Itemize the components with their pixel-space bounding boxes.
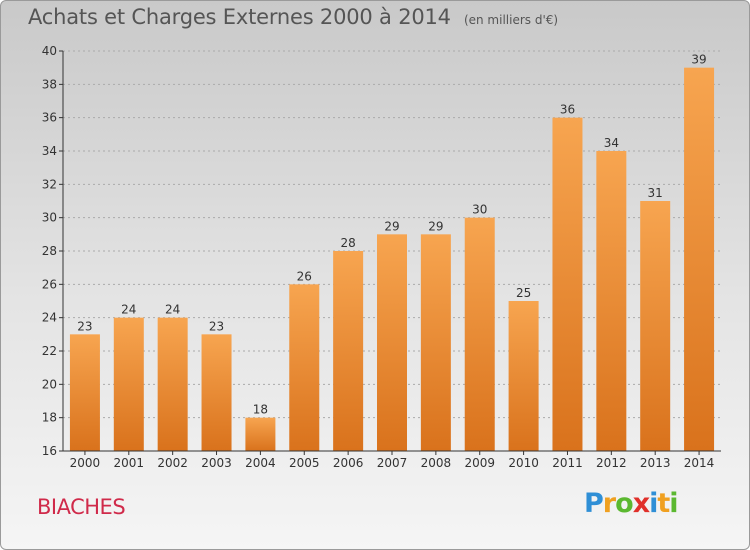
x-tick-label: 2002: [157, 456, 188, 470]
commune-name: BIACHES: [37, 495, 126, 519]
bar-value-label: 18: [253, 403, 268, 417]
bar-value-label: 28: [340, 236, 355, 250]
bar: [464, 217, 495, 451]
bar: [289, 284, 320, 451]
bar-value-label: 30: [472, 203, 487, 217]
y-tick-label: 22: [42, 344, 57, 358]
logo-letter: P: [584, 488, 604, 519]
bar: [245, 417, 276, 451]
bar: [157, 317, 188, 451]
x-tick-label: 2006: [333, 456, 364, 470]
bar-value-label: 23: [209, 319, 224, 333]
bar-value-label: 25: [516, 286, 531, 300]
bar-value-label: 24: [121, 303, 136, 317]
logo-letter: i: [669, 488, 678, 519]
bar: [596, 151, 627, 451]
bar: [640, 201, 671, 451]
y-tick-label: 20: [42, 377, 57, 391]
bar-value-label: 36: [560, 103, 575, 117]
bar-value-label: 26: [297, 269, 312, 283]
y-tick-label: 16: [42, 444, 57, 458]
bar-value-label: 34: [604, 136, 619, 150]
chart-title: Achats et Charges Externes 2000 à 2014: [28, 5, 451, 29]
x-tick-label: 2007: [377, 456, 408, 470]
logo-letter: t: [657, 488, 670, 519]
bar-value-label: 29: [384, 219, 399, 233]
x-tick-label: 2014: [684, 456, 715, 470]
proxiti-logo[interactable]: Proxiti: [584, 488, 679, 519]
bar: [508, 301, 539, 451]
y-tick-label: 38: [42, 77, 57, 91]
bar-value-label: 31: [648, 186, 663, 200]
chart-subtitle: (en milliers d'€): [463, 13, 559, 27]
bar-value-label: 24: [165, 303, 180, 317]
y-tick-label: 30: [42, 211, 57, 225]
x-tick-label: 2000: [70, 456, 101, 470]
x-tick-label: 2003: [201, 456, 232, 470]
x-tick-label: 2008: [421, 456, 452, 470]
bar: [113, 317, 144, 451]
x-tick-label: 2001: [114, 456, 145, 470]
x-tick-label: 2005: [289, 456, 320, 470]
bar: [333, 251, 364, 451]
y-tick-label: 28: [42, 244, 57, 258]
x-tick-label: 2004: [245, 456, 276, 470]
y-tick-label: 40: [42, 44, 57, 58]
logo-letter: x: [632, 488, 650, 519]
y-tick-label: 26: [42, 277, 57, 291]
bar: [201, 334, 232, 451]
y-tick-label: 32: [42, 177, 57, 191]
bar: [552, 117, 583, 452]
y-tick-label: 24: [42, 311, 57, 325]
bar-value-label: 39: [691, 53, 706, 67]
logo-letter: r: [602, 488, 616, 519]
logo-letter: i: [649, 488, 658, 519]
y-tick-label: 36: [42, 111, 57, 125]
bar: [377, 234, 407, 451]
chart-header: Achats et Charges Externes 2000 à 2014 (…: [28, 5, 558, 29]
x-tick-label: 2012: [596, 456, 627, 470]
y-tick-label: 34: [42, 144, 57, 158]
x-tick-label: 2013: [640, 456, 671, 470]
bar-value-label: 23: [77, 319, 92, 333]
bar-value-label: 29: [428, 219, 443, 233]
x-tick-label: 2010: [508, 456, 539, 470]
logo-letter: o: [615, 488, 634, 519]
bar: [684, 67, 715, 452]
x-tick-label: 2011: [552, 456, 583, 470]
bar: [420, 234, 451, 451]
x-tick-label: 2009: [464, 456, 495, 470]
y-tick-label: 18: [42, 411, 57, 425]
bar: [69, 334, 100, 451]
